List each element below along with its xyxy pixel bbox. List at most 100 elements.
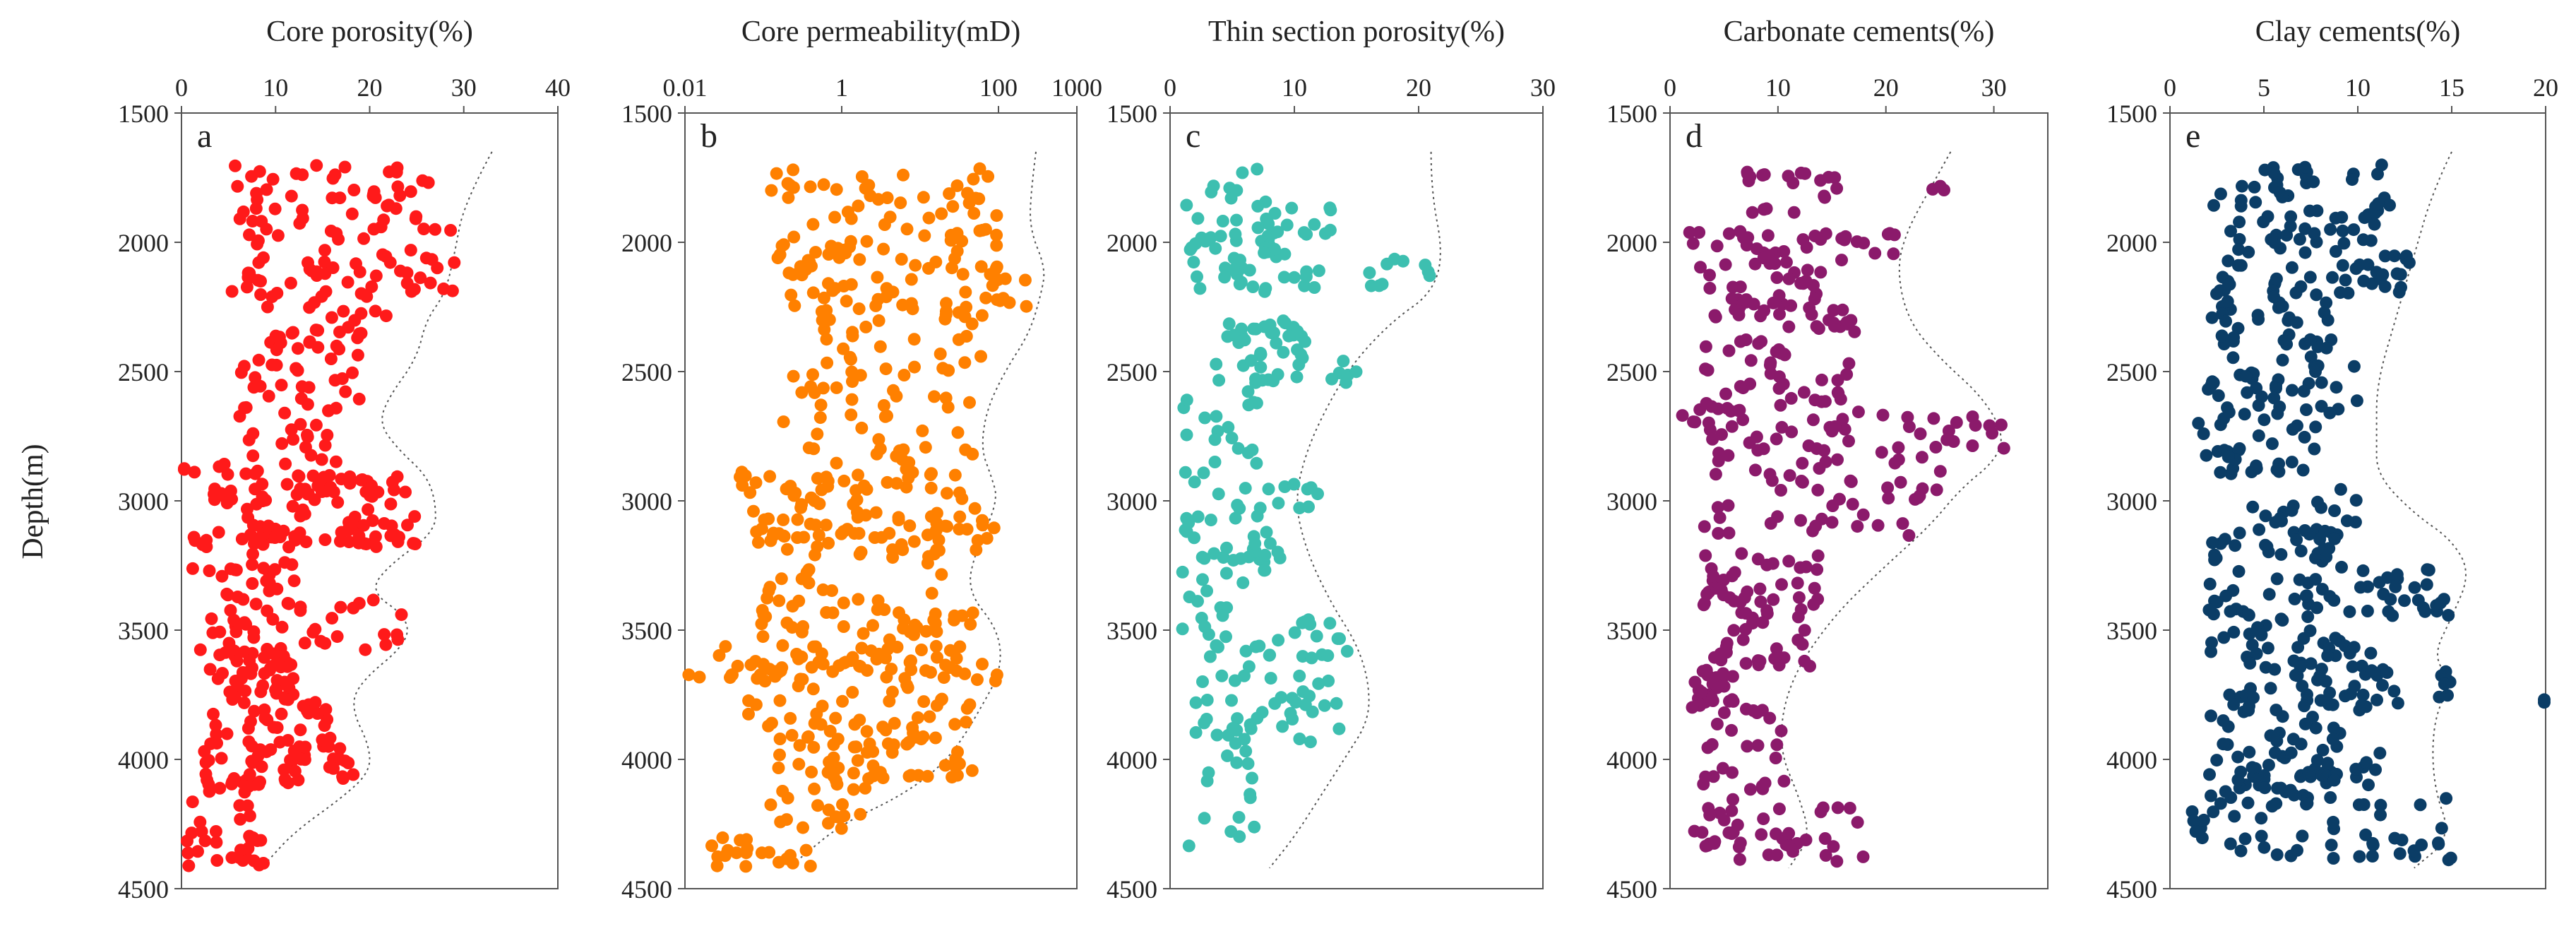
data-point: [2242, 704, 2255, 717]
data-point: [2222, 254, 2235, 268]
data-point: [388, 483, 400, 497]
data-point: [326, 612, 339, 625]
y-tick-label: 2500: [1606, 358, 1657, 386]
data-point: [2268, 663, 2282, 676]
data-point: [1251, 162, 1264, 176]
data-point: [919, 441, 932, 454]
data-point: [322, 740, 335, 753]
data-point: [916, 424, 929, 437]
data-point: [1842, 357, 1856, 370]
data-point: [1758, 776, 1772, 790]
data-point: [374, 220, 388, 234]
data-point: [1785, 425, 1799, 439]
data-point: [780, 543, 794, 556]
data-point: [941, 401, 955, 414]
data-point: [1322, 674, 1335, 687]
data-point: [2250, 647, 2263, 660]
data-point: [336, 770, 350, 783]
data-point: [448, 256, 461, 269]
data-point: [837, 596, 850, 610]
data-point: [1775, 420, 1789, 434]
data-point: [837, 620, 850, 633]
data-point: [2303, 271, 2317, 284]
y-tick-label: 4500: [118, 875, 169, 904]
data-point: [837, 474, 851, 487]
data-point: [242, 722, 255, 735]
data-point: [2438, 677, 2451, 691]
x-tick-label: 100: [979, 73, 1018, 102]
data-point: [786, 856, 799, 870]
data-point: [1208, 456, 1222, 468]
data-point: [2310, 288, 2323, 302]
data-point: [2299, 589, 2313, 603]
data-point: [2234, 844, 2248, 858]
data-point: [830, 381, 843, 394]
data-point: [1189, 696, 1203, 709]
data-point: [1784, 391, 1798, 405]
data-point: [267, 721, 280, 734]
data-point: [816, 699, 829, 713]
data-point: [213, 648, 227, 662]
data-point: [252, 353, 266, 367]
data-point: [1760, 558, 1774, 571]
data-point: [244, 528, 257, 541]
data-point: [862, 772, 876, 786]
data-point: [886, 551, 900, 564]
data-point: [1777, 245, 1791, 258]
data-point: [821, 766, 835, 779]
data-point: [2327, 852, 2340, 865]
data-point: [787, 230, 801, 244]
data-point: [1337, 355, 1350, 368]
data-point: [1220, 567, 1233, 580]
data-point: [1277, 271, 1291, 284]
data-point: [982, 170, 995, 183]
data-point: [378, 517, 391, 530]
data-point: [247, 381, 261, 394]
data-point: [221, 588, 234, 602]
data-point: [792, 680, 805, 692]
data-point: [1202, 766, 1215, 779]
data-point: [1230, 213, 1243, 227]
data-point: [826, 284, 840, 297]
data-point: [2205, 645, 2217, 658]
data-point: [1227, 263, 1240, 277]
data-point: [990, 209, 1003, 223]
data-point: [1693, 226, 1706, 239]
data-point: [1280, 218, 1294, 232]
data-point: [346, 366, 359, 379]
data-point: [935, 693, 948, 706]
data-point: [1782, 320, 1796, 333]
data-point: [841, 523, 854, 536]
data-point: [1256, 706, 1269, 719]
data-point: [918, 229, 931, 242]
data-point: [230, 654, 244, 668]
y-tick-label: 3000: [118, 487, 169, 516]
data-point: [2317, 543, 2330, 555]
data-point: [2349, 762, 2363, 776]
data-point: [855, 421, 869, 434]
data-point: [848, 718, 861, 731]
data-point: [878, 218, 891, 231]
data-point: [1765, 474, 1779, 487]
data-point: [906, 466, 919, 479]
data-point: [2210, 552, 2223, 564]
data-point: [1796, 456, 1809, 470]
data-point: [829, 711, 842, 725]
data-point: [246, 577, 259, 590]
data-point: [1775, 578, 1788, 591]
data-point: [2233, 232, 2246, 246]
data-point: [869, 299, 883, 312]
data-point: [766, 529, 780, 543]
data-point: [1193, 282, 1207, 295]
data-point: [965, 317, 979, 331]
data-point: [393, 531, 405, 544]
data-point: [2439, 665, 2452, 678]
data-point: [948, 468, 962, 482]
data-point: [886, 685, 899, 699]
data-point: [761, 591, 774, 605]
data-point: [1770, 738, 1784, 752]
data-point: [196, 538, 209, 551]
data-point: [879, 723, 893, 737]
data-point: [775, 572, 788, 586]
data-point: [1241, 446, 1255, 459]
